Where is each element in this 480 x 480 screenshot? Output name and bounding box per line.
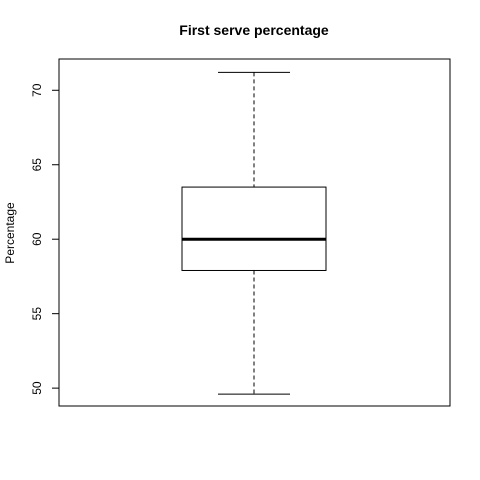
y-axis-label: Percentage — [3, 202, 17, 264]
y-tick-label: 60 — [30, 232, 44, 246]
y-tick-label: 55 — [30, 307, 44, 321]
y-tick-label: 65 — [30, 158, 44, 172]
y-axis-ticks: 50 55 60 65 70 — [30, 83, 59, 395]
y-tick-label: 50 — [30, 381, 44, 395]
chart-title: First serve percentage — [179, 22, 329, 38]
iqr-box — [182, 187, 326, 270]
y-tick-label: 70 — [30, 83, 44, 97]
